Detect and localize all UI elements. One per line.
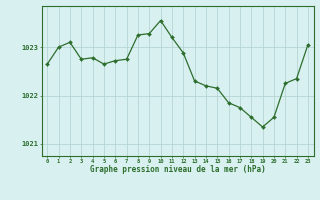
X-axis label: Graphe pression niveau de la mer (hPa): Graphe pression niveau de la mer (hPa) [90, 165, 266, 174]
